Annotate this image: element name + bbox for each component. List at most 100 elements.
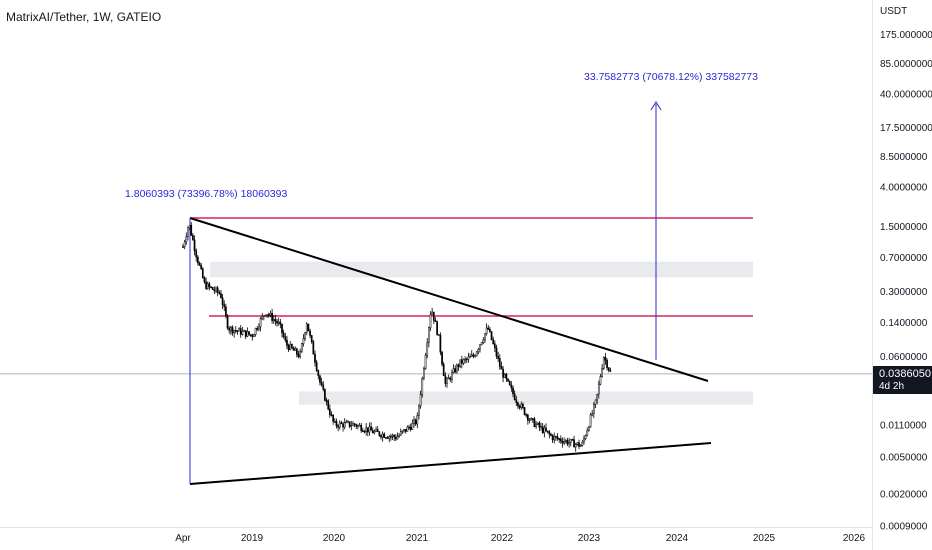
candle-body (520, 403, 523, 408)
candle-body (393, 435, 396, 438)
candle-body (185, 236, 188, 243)
candle-body (414, 419, 417, 425)
candle-body (408, 426, 410, 429)
candle-body (289, 344, 292, 350)
y-tick-label: 0.0020000 (880, 489, 928, 500)
candle-body (314, 353, 316, 363)
candle-body (371, 430, 374, 434)
candle-body (432, 311, 435, 321)
candle-body (503, 373, 506, 378)
candle-body (490, 331, 493, 341)
candle-body (322, 384, 325, 390)
y-tick-label: 1.5000000 (880, 222, 928, 233)
candle-body (366, 427, 369, 433)
candle-body (461, 359, 463, 364)
candle-body (500, 365, 503, 370)
candle-body (256, 327, 259, 330)
candle-body (494, 343, 496, 349)
candle-body (236, 330, 239, 332)
candle-body (588, 426, 590, 431)
ascending-trendline (189, 442, 712, 485)
candle-body (192, 235, 194, 241)
candle-body (553, 436, 556, 441)
candle-body (190, 225, 193, 236)
candle-body (495, 347, 498, 357)
candle-body (442, 363, 445, 376)
candle-body (198, 262, 201, 266)
candle-body (558, 438, 561, 440)
candle-body (225, 306, 227, 316)
candle-body (472, 354, 475, 357)
candle-body (324, 389, 326, 401)
candle-body (398, 434, 400, 437)
candle-body (249, 334, 252, 336)
candle-body (540, 426, 542, 428)
y-tick-label: 0.1400000 (880, 318, 928, 329)
candle-body (403, 429, 405, 432)
candle-body (357, 424, 359, 427)
candle-body (201, 268, 204, 279)
candle-body (525, 414, 528, 416)
candle-body (589, 414, 592, 428)
candle-body (325, 400, 328, 402)
candle-body (593, 404, 595, 414)
candle-body (195, 250, 198, 258)
candle-body (601, 368, 603, 377)
current-price-value: 0.0386050 (879, 368, 931, 380)
candle-body (304, 332, 306, 339)
candle-body (383, 433, 386, 438)
candle-body (513, 393, 516, 400)
candle-body (428, 327, 430, 344)
candle-body (571, 439, 574, 441)
candle-body (560, 438, 562, 442)
candle-body (276, 321, 278, 324)
candle-body (602, 357, 605, 369)
candle-body (579, 445, 582, 447)
x-tick-label: 2025 (753, 533, 776, 544)
candle-body (182, 246, 184, 248)
candle-body (454, 368, 457, 373)
candle-body (381, 433, 384, 438)
candle-body (563, 441, 565, 444)
candle-body (470, 354, 473, 357)
candle-body (220, 293, 222, 299)
candle-body (489, 329, 491, 332)
x-tick-label: 2020 (323, 533, 346, 544)
candle-body (607, 367, 610, 371)
x-tick-label: 2022 (491, 533, 514, 544)
x-tick-label: 2023 (578, 533, 601, 544)
candle-body (269, 313, 272, 316)
price-axis-separator (872, 0, 873, 550)
candle-body (543, 427, 546, 433)
candle-body (286, 339, 288, 346)
candle-body (515, 399, 518, 403)
candle-body (197, 256, 199, 264)
candle-body (485, 327, 488, 334)
candle-body (530, 418, 532, 421)
candle-body (327, 400, 330, 410)
candle-body (566, 440, 569, 445)
candle-body (462, 359, 465, 364)
candle-body (531, 418, 534, 420)
demand-zone (299, 391, 753, 405)
candle-body (555, 436, 557, 438)
current-price-tag: 0.0386050 4d 2h (873, 366, 932, 394)
candle-body (451, 372, 453, 380)
candle-body (482, 339, 485, 343)
candle-body (258, 326, 260, 330)
y-tick-label: 0.3000000 (880, 287, 928, 298)
candle-body (348, 421, 351, 427)
chart-title: MatrixAI/Tether, 1W, GATEIO (6, 10, 162, 24)
candle-body (508, 380, 511, 386)
supply-zone (210, 261, 753, 278)
candle-body (569, 439, 572, 443)
candle-body (355, 424, 358, 427)
candle-body (441, 351, 443, 365)
candle-body (206, 283, 209, 289)
candle-body (266, 314, 268, 316)
candle-body (310, 335, 313, 343)
candle-body (296, 348, 298, 355)
candle-body (228, 327, 231, 331)
measure-arrow-head (650, 101, 662, 111)
